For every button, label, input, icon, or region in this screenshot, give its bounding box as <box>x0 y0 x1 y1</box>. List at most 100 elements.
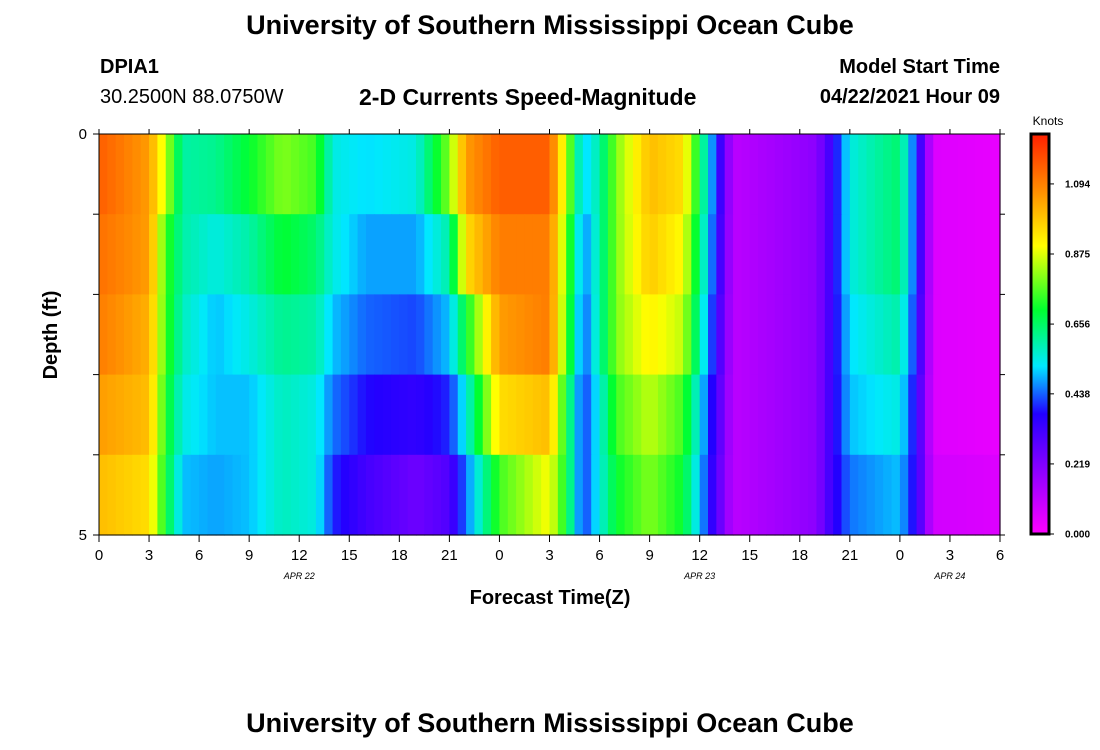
heatmap-cell <box>532 214 542 295</box>
heatmap-cell <box>991 294 1001 376</box>
heatmap-cell <box>524 134 534 215</box>
heatmap-cell <box>466 134 476 215</box>
heatmap-cell <box>983 374 993 456</box>
heatmap-cell <box>691 294 701 376</box>
heatmap-cell <box>708 134 717 215</box>
heatmap-cell <box>666 134 676 215</box>
heatmap-cell <box>257 374 267 456</box>
heatmap-cell <box>624 454 634 536</box>
heatmap-cell <box>382 134 392 215</box>
heatmap-cell <box>849 454 859 536</box>
heatmap-cell <box>908 214 918 295</box>
heatmap-cell <box>758 214 767 295</box>
heatmap-cell <box>699 454 709 536</box>
heatmap-cell <box>215 294 225 376</box>
heatmap-cell <box>482 134 492 215</box>
heatmap-cell <box>883 134 893 215</box>
heatmap-cell <box>949 454 959 536</box>
heatmap-cell <box>207 214 217 295</box>
heatmap-cell <box>482 454 492 536</box>
station-id: DPIA1 <box>100 56 159 78</box>
heatmap-cell <box>624 134 634 215</box>
heatmap-cell <box>774 134 784 215</box>
heatmap-cell <box>616 374 626 456</box>
heatmap-cell <box>332 374 342 456</box>
heatmap-cell <box>249 454 259 536</box>
heatmap-cell <box>941 294 951 376</box>
heatmap-cell <box>357 374 367 456</box>
heatmap-cell <box>365 134 375 215</box>
heatmap-cell <box>816 374 826 456</box>
heatmap-cell <box>741 294 751 376</box>
heatmap-cell <box>749 134 759 215</box>
heatmap-cell <box>232 214 242 295</box>
heatmap-cell <box>833 214 843 295</box>
heatmap-cell <box>808 294 818 376</box>
heatmap-cell <box>674 134 684 215</box>
heatmap-cell <box>733 454 742 536</box>
heatmap-cell <box>991 374 1001 456</box>
heatmap-cell <box>265 214 275 295</box>
heatmap-cell <box>457 454 467 536</box>
heatmap-cell <box>649 294 659 376</box>
heatmap-cell <box>299 214 309 295</box>
heatmap-cell <box>591 294 601 376</box>
heatmap-cell <box>340 374 350 456</box>
heatmap-cell <box>482 294 492 376</box>
heatmap-cell <box>491 294 501 376</box>
heatmap-cell <box>299 134 309 215</box>
heatmap-cell <box>174 134 184 215</box>
heatmap-cell <box>649 374 659 456</box>
heatmap-cell <box>974 134 984 215</box>
heatmap-cell <box>716 374 726 456</box>
heatmap-cell <box>357 214 367 295</box>
heatmap-cell <box>908 294 918 376</box>
heatmap-cell <box>899 214 909 295</box>
heatmap-cell <box>933 214 943 295</box>
heatmap-cell <box>499 454 509 536</box>
heatmap-cell <box>958 454 968 536</box>
colorbar-tick-label: 0.219 <box>1065 459 1090 470</box>
heatmap-cell <box>299 294 309 376</box>
heatmap-cell <box>657 374 667 456</box>
colorbar-ramp <box>1029 132 1051 536</box>
heatmap-cell <box>157 294 167 376</box>
heatmap-cell <box>724 294 734 376</box>
heatmap-cell <box>949 294 959 376</box>
heatmap-cell <box>457 374 467 456</box>
x-tick-label: 21 <box>441 547 458 564</box>
heatmap-cell <box>124 454 133 536</box>
heatmap-cell <box>265 374 275 456</box>
heatmap-cell <box>941 134 951 215</box>
heatmap-cell <box>282 454 292 536</box>
heatmap-cell <box>632 214 642 295</box>
heatmap-cell <box>332 294 342 376</box>
heatmap-cell <box>240 134 250 215</box>
heatmap-cell <box>766 294 776 376</box>
heatmap-cell <box>791 294 801 376</box>
heatmap-cell <box>566 454 576 536</box>
heatmap-cell <box>607 214 617 295</box>
heatmap-cell <box>916 374 926 456</box>
heatmap-cell <box>449 214 459 295</box>
heatmap-cell <box>232 134 242 215</box>
heatmap-cell <box>941 214 951 295</box>
heatmap-cell <box>507 374 517 456</box>
x-tick-label: 18 <box>391 547 408 564</box>
heatmap-cell <box>566 134 576 215</box>
heatmap-cell <box>607 454 617 536</box>
heatmap-cell <box>340 134 350 215</box>
heatmap-cell <box>733 374 742 456</box>
heatmap-cell <box>749 454 759 536</box>
heatmap-cell <box>716 454 726 536</box>
heatmap-cell <box>991 134 1001 215</box>
heatmap-cell <box>249 214 259 295</box>
heatmap-cell <box>632 294 642 376</box>
heatmap-cell <box>666 454 676 536</box>
heatmap-cell <box>174 214 184 295</box>
heatmap-cell <box>874 214 884 295</box>
heatmap-cell <box>791 454 801 536</box>
heatmap-cell <box>774 374 784 456</box>
heatmap-cell <box>891 454 901 536</box>
heatmap-cell <box>315 374 325 456</box>
